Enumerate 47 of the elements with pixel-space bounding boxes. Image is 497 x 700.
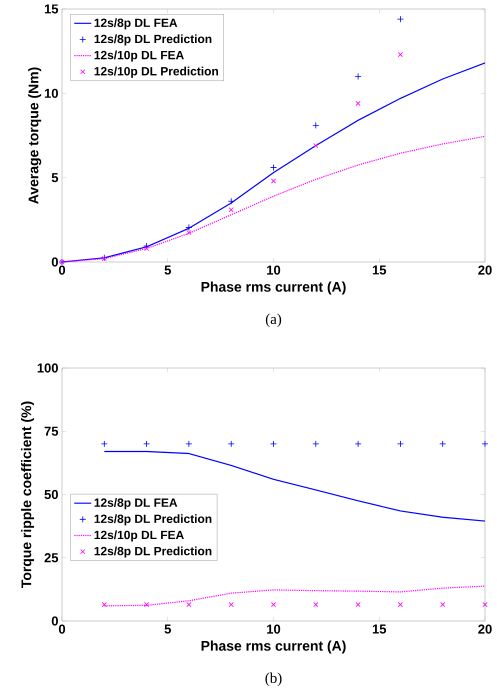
point (228, 207, 234, 212)
point (144, 246, 150, 252)
y-axis-title: Average torque (Nm) (28, 68, 42, 204)
y-tick-label: 10 (44, 88, 58, 98)
x-tick-label: 0 (58, 266, 66, 275)
legend-label: 12s/8p DL Prediction (94, 546, 212, 558)
x-tick-label: 10 (267, 624, 280, 634)
legend-label: 12s/8p DL FEA (94, 498, 178, 510)
y-tick-label: 75 (44, 426, 58, 436)
point (270, 164, 277, 171)
legend-label: 12s/8p DL FEA (94, 18, 178, 30)
legend-label: 12s/8p DL Prediction (94, 34, 212, 46)
y-tick-label: 100 (38, 363, 58, 373)
y-axis-title: Torque ripple coefficient (%) (21, 402, 34, 588)
legend-label: 12s/10p DL FEA (94, 50, 184, 62)
point (312, 122, 320, 129)
x-tick-label: 5 (164, 624, 171, 634)
x-tick-label: 20 (478, 266, 492, 275)
point (186, 230, 192, 236)
point (397, 16, 404, 23)
line-series (61, 62, 486, 263)
point (186, 224, 192, 231)
x-tick-label: 0 (58, 624, 66, 634)
x-tick-label: 5 (164, 266, 171, 275)
x-tick-label: 15 (372, 624, 386, 634)
x-tick-label: 10 (267, 266, 280, 275)
point (356, 100, 361, 106)
point (270, 178, 276, 184)
y-tick-label: 25 (44, 553, 58, 562)
legend-label: 12s/10p DL FEA (94, 530, 184, 542)
x-tick-label: 20 (478, 624, 492, 634)
y-tick-label: 0 (52, 257, 58, 267)
point (313, 143, 318, 148)
y-tick-label: 0 (52, 616, 58, 626)
x-axis-title: Phase rms current (A) (202, 640, 346, 654)
x-axis-title: Phase rms current (A) (202, 282, 346, 295)
point (354, 73, 362, 80)
y-tick-label: 15 (44, 4, 58, 14)
text: (b) (265, 672, 282, 686)
legend-label: 12s/10p DL Prediction (94, 66, 218, 78)
point (228, 198, 235, 205)
text: (a) (266, 314, 282, 328)
y-tick-label: 5 (52, 173, 58, 182)
x-tick-label: 15 (372, 266, 386, 275)
y-tick-label: 50 (44, 490, 58, 500)
point (398, 52, 403, 58)
legend-label: 12s/8p DL Prediction (94, 514, 212, 526)
